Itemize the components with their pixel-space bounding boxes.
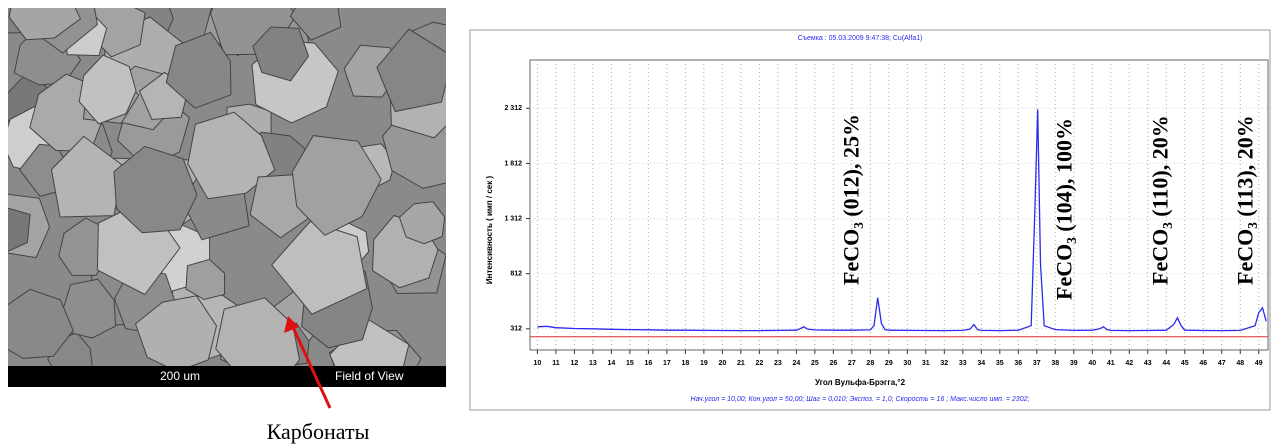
crystal <box>329 316 410 368</box>
x-tick-label: 39 <box>1070 360 1078 367</box>
crystal <box>50 135 124 218</box>
x-tick-label: 11 <box>552 360 560 367</box>
caption: Карбонаты <box>267 419 370 444</box>
x-tick-label: 21 <box>737 360 745 367</box>
x-tick-label: 10 <box>534 360 542 367</box>
x-tick-label: 27 <box>848 360 856 367</box>
x-tick-label: 36 <box>1014 360 1022 367</box>
field-label: Field of View <box>335 369 404 383</box>
x-tick-label: 15 <box>626 360 634 367</box>
x-tick-label: 20 <box>718 360 726 367</box>
spectrum-line <box>537 109 1267 332</box>
x-tick-label: 37 <box>1033 360 1041 367</box>
x-tick-label: 32 <box>940 360 948 367</box>
crystal <box>289 8 342 41</box>
x-tick-label: 47 <box>1218 360 1226 367</box>
crystal <box>8 207 31 252</box>
crystal <box>78 54 137 125</box>
x-tick-label: 48 <box>1236 360 1244 367</box>
crystal <box>134 295 218 368</box>
y-tick-label: 1 312 <box>504 215 522 222</box>
x-tick-label: 44 <box>1162 360 1170 367</box>
y-axis-label: Интенсивность ( имп / сек ) <box>485 176 494 285</box>
x-tick-label: 17 <box>663 360 671 367</box>
crystal <box>165 31 232 109</box>
x-tick-label: 16 <box>644 360 652 367</box>
crystal <box>113 145 198 234</box>
x-tick-label: 38 <box>1051 360 1059 367</box>
plot-area <box>529 59 1269 351</box>
peak-annotation: FeCO₃ (110), 20% <box>1148 115 1173 285</box>
crystal <box>376 28 446 113</box>
crystal <box>398 201 446 245</box>
x-tick-label: 29 <box>885 360 893 367</box>
x-tick-label: 46 <box>1199 360 1207 367</box>
y-tick-label: 2 312 <box>504 105 522 112</box>
footer: Нач.угол = 10,00; Кон.угол = 50,00; Шаг … <box>691 396 1030 403</box>
y-tick-label: 1 812 <box>504 160 522 167</box>
x-tick-label: 34 <box>977 360 985 367</box>
x-tick-label: 41 <box>1107 360 1115 367</box>
x-tick-label: 28 <box>866 360 874 367</box>
peak-annotation: FeCO₃ (113), 20% <box>1233 115 1258 285</box>
peak-annotation: FeCO₃ (104), 100% <box>1051 118 1076 300</box>
x-tick-label: 49 <box>1255 360 1263 367</box>
crystal <box>187 111 276 200</box>
x-tick-label: 12 <box>570 360 578 367</box>
x-tick-label: 14 <box>607 360 615 367</box>
x-tick-label: 45 <box>1181 360 1189 367</box>
x-tick-label: 40 <box>1088 360 1096 367</box>
crystal <box>271 220 368 315</box>
x-tick-label: 22 <box>755 360 763 367</box>
x-tick-label: 25 <box>811 360 819 367</box>
crystal <box>8 288 74 359</box>
x-tick-label: 43 <box>1144 360 1152 367</box>
x-tick-label: 13 <box>589 360 597 367</box>
micrograph <box>8 8 446 368</box>
x-tick-label: 31 <box>922 360 930 367</box>
x-tick-label: 33 <box>959 360 967 367</box>
crystal <box>8 8 82 41</box>
x-tick-label: 18 <box>681 360 689 367</box>
x-tick-label: 23 <box>774 360 782 367</box>
x-tick-label: 35 <box>996 360 1004 367</box>
x-axis-label: Угол Вульфа-Брэгга,°2 <box>815 378 906 387</box>
x-tick-label: 19 <box>700 360 708 367</box>
crystal <box>62 278 117 339</box>
y-tick-label: 812 <box>510 271 522 278</box>
scale-bar <box>8 366 446 387</box>
x-tick-label: 26 <box>829 360 837 367</box>
scale-label: 200 um <box>160 369 200 383</box>
arrow-head <box>284 316 299 333</box>
x-tick-label: 30 <box>903 360 911 367</box>
arrow <box>290 324 332 409</box>
peak-annotation: FeCO₃ (012), 25% <box>839 114 864 285</box>
x-tick-label: 24 <box>792 360 800 367</box>
chart-title: Съемка : 05.03.2009 9:47:38; Cu(Alfa1) <box>798 35 923 42</box>
x-tick-label: 42 <box>1125 360 1133 367</box>
crystal <box>185 258 226 301</box>
y-tick-label: 312 <box>510 326 522 333</box>
crystal <box>252 26 310 82</box>
crystal <box>291 135 382 236</box>
